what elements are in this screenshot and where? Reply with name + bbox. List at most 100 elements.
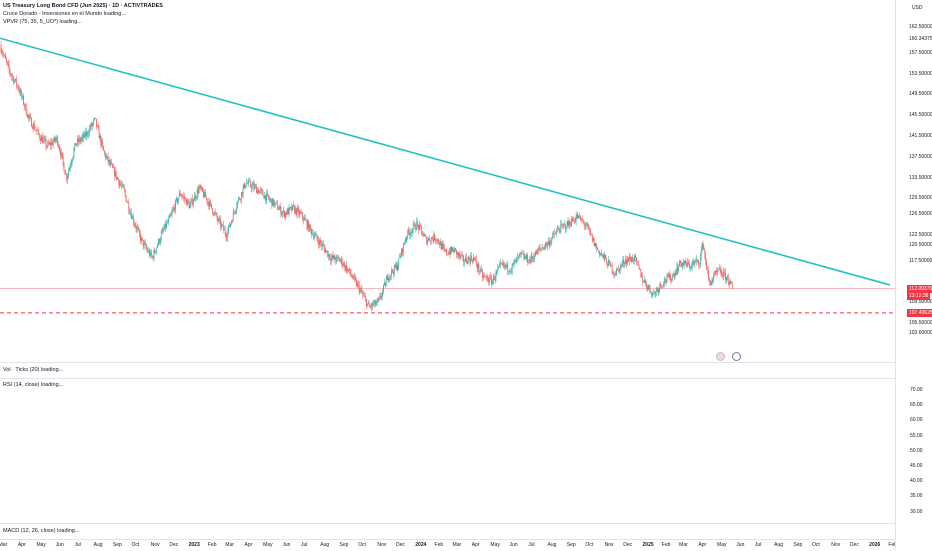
candle-body	[258, 189, 259, 194]
candle-body	[253, 183, 255, 189]
candle-body	[204, 191, 205, 198]
candle-body	[497, 268, 499, 272]
candle-body	[670, 273, 671, 281]
candle-body	[586, 223, 588, 226]
candle-body	[159, 239, 160, 243]
candle-body	[473, 257, 474, 262]
candle-body	[414, 223, 416, 230]
candle-body	[96, 118, 97, 127]
candle-body	[355, 277, 356, 280]
candle-body	[593, 238, 595, 246]
legend-rsi[interactable]: RSI (14, close) loading...	[3, 382, 64, 388]
candle-body	[585, 225, 587, 227]
candle-body	[464, 261, 465, 263]
price-axis[interactable]: USD 162.50000 157.50000 153.50000 149.50000…	[895, 0, 932, 550]
candle-body	[456, 249, 457, 255]
candle-body	[435, 239, 437, 241]
candle-body	[6, 58, 7, 62]
candle-body	[210, 201, 212, 204]
candle-body	[231, 221, 232, 224]
candle-body	[266, 193, 267, 201]
candle-body	[381, 295, 383, 298]
candle-body	[167, 222, 168, 224]
info-circle-icon[interactable]	[732, 352, 741, 361]
candle-body	[543, 247, 545, 250]
candle-body	[374, 300, 375, 304]
candle-body	[578, 215, 580, 219]
rsi-pane[interactable]: RSI (14, close) loading...	[0, 379, 895, 523]
candle-body	[153, 250, 155, 259]
candle-body	[625, 259, 626, 264]
candle-body	[68, 170, 69, 176]
candle-body	[110, 162, 112, 165]
candle-body	[388, 279, 390, 281]
candle-body	[644, 280, 645, 283]
flag-icon[interactable]	[716, 352, 725, 361]
candle-body	[668, 275, 670, 278]
price-chart-svg[interactable]	[0, 0, 895, 362]
candle-body	[535, 250, 536, 257]
price-tick-label: 149.50000	[909, 91, 932, 98]
candle-body	[410, 232, 411, 236]
candle-body	[591, 233, 592, 235]
candle-body	[724, 271, 725, 273]
candle-body	[308, 221, 310, 231]
candle-body	[348, 268, 349, 271]
candle-body	[402, 248, 403, 254]
candle-body	[13, 76, 14, 83]
time-tick-label: Apr	[244, 542, 253, 548]
candle-body	[465, 257, 467, 263]
candle-body	[384, 282, 386, 287]
time-tick-label: Dec	[169, 542, 179, 548]
candle-body	[156, 247, 158, 252]
candle-body	[38, 130, 40, 135]
candle-body	[721, 273, 723, 276]
candle-body	[582, 219, 583, 221]
pane-separator[interactable]	[0, 523, 932, 524]
candle-body	[405, 238, 407, 242]
candle-body	[216, 213, 218, 219]
candle-body	[394, 265, 396, 268]
volume-pane[interactable]: Vol · Ticks (20) loading...	[0, 363, 895, 378]
price-tick-label: 117.50000	[909, 257, 932, 264]
candle-body	[360, 289, 362, 290]
legend-indicator-golden-cross[interactable]: Cruce Dorado - Inversiones en el Mundo l…	[3, 11, 126, 17]
candle-body	[407, 229, 409, 237]
candle-body	[383, 285, 384, 291]
candle-body	[647, 286, 649, 289]
candle-body	[610, 265, 612, 266]
candle-body	[169, 215, 171, 217]
candle-body	[653, 292, 654, 294]
candle-body	[269, 199, 271, 201]
pane-separator[interactable]	[0, 362, 932, 363]
time-axis[interactable]: Mar Apr May Jun Jul Aug Sep Oct Nov Dec 2023 Feb Mar…	[0, 539, 914, 551]
candle-body	[567, 221, 569, 226]
candle-body	[287, 209, 289, 215]
macd-pane[interactable]: MACD (12, 26, close) loading...	[0, 524, 895, 539]
legend-indicator-vpvr[interactable]: VPVR (75, 35, 5_UO*) loading...	[3, 19, 82, 25]
candle-body	[241, 192, 243, 195]
candle-body	[639, 269, 641, 270]
candle-body	[419, 224, 420, 230]
candle-body	[334, 255, 336, 260]
candle-body	[655, 289, 657, 294]
candle-body	[545, 242, 546, 247]
rsi-tick-label: 35.00	[910, 493, 923, 500]
candle-body	[103, 145, 104, 151]
candle-body	[541, 248, 543, 250]
legend-macd[interactable]: MACD (12, 26, close) loading...	[3, 528, 80, 534]
time-tick-label: Aug	[547, 542, 557, 548]
pane-separator[interactable]	[0, 378, 932, 379]
candle-body	[93, 119, 95, 124]
candle-body	[175, 200, 176, 211]
candle-body	[127, 202, 129, 203]
candle-body	[366, 303, 368, 307]
legend-volume[interactable]: Vol · Ticks (20) loading...	[3, 367, 64, 373]
rsi-tick-label: 60.00	[910, 417, 923, 424]
candle-body	[509, 270, 510, 273]
candle-body	[140, 234, 141, 241]
candle-body	[168, 218, 169, 223]
candle-body	[401, 248, 402, 257]
price-pane[interactable]: US Treasury Long Bond CFD (Jun 2025) · 1…	[0, 0, 895, 362]
candle-body	[41, 136, 42, 141]
